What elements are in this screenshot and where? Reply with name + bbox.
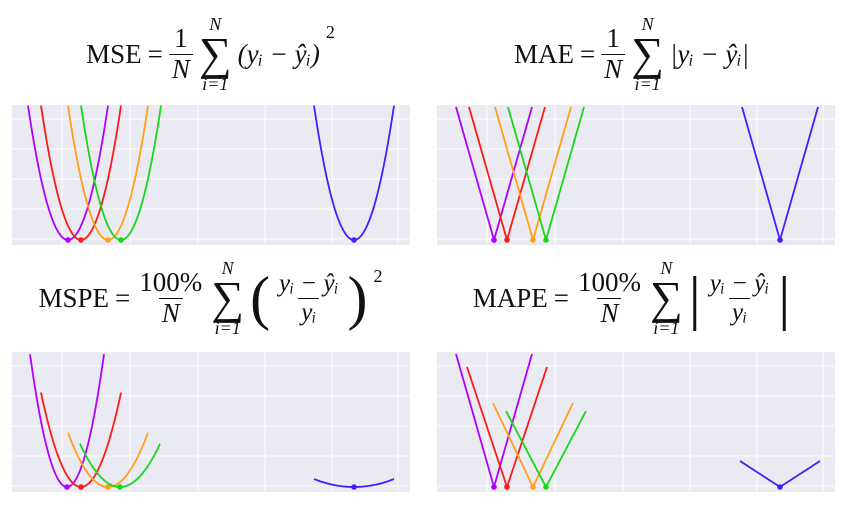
equals-sign: =: [553, 282, 569, 313]
plot-background: [437, 105, 835, 245]
equals-sign: =: [147, 38, 163, 69]
numerator: 1: [174, 22, 188, 53]
sum-symbol: ∑: [211, 272, 245, 324]
summation: N ∑ i=1: [211, 259, 244, 336]
minimum-dot: [504, 484, 510, 490]
sum-upper: N: [660, 258, 673, 279]
minimum-dot: [78, 484, 84, 490]
inner-fraction: yᵢ − ŷᵢ yᵢ: [707, 270, 772, 326]
formula: MSE = 1 N N ∑ i=1 (yᵢ − ŷᵢ) 2: [0, 8, 421, 100]
plot: [12, 352, 410, 492]
summation: N ∑ i=1: [650, 259, 683, 336]
sum-symbol: ∑: [631, 28, 664, 80]
sum-lower: i=1: [202, 73, 229, 94]
sum-lower: i=1: [214, 317, 241, 338]
formula: MSPE = 100% N N ∑ i=1(yᵢ − ŷᵢ yᵢ) 2: [0, 252, 421, 344]
minimum-dot: [78, 237, 84, 243]
numerator: 100%: [139, 266, 203, 297]
plot: [437, 105, 835, 245]
exponent: 2: [373, 266, 383, 286]
numerator: 100%: [577, 266, 641, 297]
formula: MAPE = 100% N N ∑ i=1 | yᵢ − ŷᵢ yᵢ |: [421, 252, 842, 344]
minimum-dot: [491, 237, 497, 243]
plot: [12, 105, 410, 245]
inner-denominator: yᵢ: [728, 297, 751, 327]
minimum-dot: [351, 237, 357, 243]
minimum-dot: [105, 237, 111, 243]
close-bracket: |: [778, 265, 791, 331]
sum-lower: i=1: [653, 317, 680, 338]
plot-background: [12, 352, 410, 492]
minimum-dot: [105, 484, 111, 490]
sum-lower: i=1: [634, 73, 661, 94]
equals-sign: =: [579, 38, 596, 69]
sum-upper: N: [209, 14, 222, 35]
equals-sign: =: [115, 282, 131, 313]
denominator: N: [597, 297, 622, 329]
sum-upper: N: [641, 14, 654, 35]
summation: N ∑ i=1: [199, 15, 232, 92]
fraction: 100% N: [136, 266, 205, 329]
formula: MAE = 1 N N ∑ i=1 |yᵢ − ŷᵢ|: [421, 8, 842, 100]
minimum-dot: [530, 484, 536, 490]
sum-upper: N: [221, 258, 234, 279]
plot: [437, 352, 835, 492]
minimum-dot: [777, 484, 783, 490]
metric-name: MSPE: [38, 282, 110, 313]
summation: N ∑ i=1: [631, 15, 664, 92]
minimum-dot: [65, 237, 71, 243]
close-bracket: ): [347, 265, 368, 331]
open-bracket: |: [688, 265, 701, 331]
metric-name: MAPE: [472, 282, 548, 313]
minimum-dot: [491, 484, 497, 490]
minimum-dot: [543, 237, 549, 243]
inner-numerator: yᵢ − ŷᵢ: [709, 270, 770, 297]
summand: (yᵢ − ŷᵢ): [237, 38, 320, 69]
plot-background: [437, 352, 835, 492]
minimum-dot: [118, 237, 124, 243]
minimum-dot: [504, 237, 510, 243]
minimum-dot: [64, 484, 70, 490]
minimum-dot: [777, 237, 783, 243]
plot-background: [12, 105, 410, 245]
denominator: N: [158, 297, 183, 329]
exponent: 2: [325, 22, 335, 42]
denominator: N: [601, 53, 626, 85]
inner-fraction: yᵢ − ŷᵢ yᵢ: [276, 270, 341, 326]
inner-denominator: yᵢ: [298, 297, 320, 327]
minimum-dot: [351, 484, 357, 490]
sum-symbol: ∑: [198, 28, 232, 80]
sum-symbol: ∑: [649, 272, 683, 324]
minimum-dot: [530, 237, 536, 243]
metric-name: MSE: [86, 38, 142, 69]
minimum-dot: [543, 484, 549, 490]
summand: |yᵢ − ŷᵢ|: [669, 38, 750, 69]
minimum-dot: [117, 484, 123, 490]
fraction: 100% N: [575, 266, 644, 329]
metric-name: MAE: [513, 38, 574, 69]
denominator: N: [168, 53, 193, 85]
open-bracket: (: [250, 265, 271, 331]
numerator: 1: [606, 22, 620, 53]
inner-numerator: yᵢ − ŷᵢ: [279, 270, 339, 297]
